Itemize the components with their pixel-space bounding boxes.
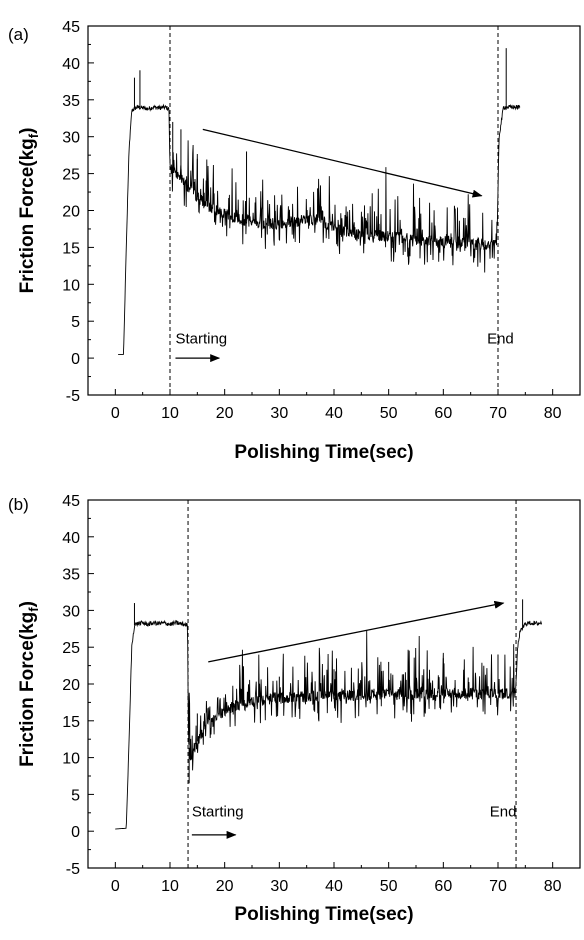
x-tick-label: 50 — [380, 878, 398, 895]
x-tick-label: 40 — [325, 878, 343, 895]
y-tick-label: 0 — [71, 824, 80, 841]
x-tick-label: 50 — [380, 405, 398, 422]
friction-force-trace — [115, 619, 543, 830]
y-axis-title-close: ) — [17, 601, 38, 607]
y-tick-label: 15 — [62, 714, 80, 731]
y-tick-label: 5 — [71, 787, 80, 804]
x-tick-label: 30 — [270, 405, 288, 422]
end-annotation: End — [487, 330, 514, 347]
x-tick-label: 40 — [325, 405, 343, 422]
y-tick-label: 35 — [62, 93, 80, 110]
y-tick-label: -5 — [66, 861, 80, 878]
y-tick-label: 45 — [62, 19, 80, 36]
trend-arrow — [208, 600, 505, 663]
end-annotation: End — [490, 803, 517, 820]
x-tick-label: 20 — [216, 878, 234, 895]
y-tick-label: 45 — [62, 493, 80, 510]
y-axis-title-main: Friction Force(kg — [17, 138, 38, 293]
friction-force-trace — [118, 103, 521, 355]
panel-a: -5 0 5 10 15 20 25 30 35 40 45 0 10 20 30 40 50 60 70 80 Pol… — [8, 19, 581, 463]
y-tick-label: -5 — [66, 388, 80, 405]
x-axis-title: Polishing Time(sec) — [234, 904, 413, 925]
y-tick-label: 40 — [62, 56, 80, 73]
y-axis-title-subscript: f — [26, 133, 41, 138]
x-tick-label: 10 — [161, 878, 179, 895]
starting-annotation: Starting — [192, 803, 244, 820]
y-tick-label: 25 — [62, 640, 80, 657]
x-tick-label: 10 — [161, 405, 179, 422]
y-tick-label: 10 — [62, 751, 80, 768]
y-axis-title: Friction Force(kgf) — [17, 601, 41, 767]
y-axis-title-subscript: f — [26, 607, 41, 612]
x-tick-label: 80 — [544, 878, 562, 895]
x-tick-label: 60 — [434, 878, 452, 895]
y-tick-label: 5 — [71, 314, 80, 331]
panel-label: (a) — [8, 25, 29, 44]
x-axis-title: Polishing Time(sec) — [234, 442, 413, 463]
trend-arrow — [202, 128, 483, 198]
y-tick-label: 20 — [62, 677, 80, 694]
y-tick-label: 10 — [62, 277, 80, 294]
x-tick-label: 0 — [111, 405, 120, 422]
y-tick-label: 30 — [62, 130, 80, 147]
y-tick-label: 15 — [62, 240, 80, 257]
y-tick-label: 20 — [62, 204, 80, 221]
x-tick-label: 70 — [489, 878, 507, 895]
y-tick-label: 40 — [62, 530, 80, 547]
y-tick-label: 25 — [62, 167, 80, 184]
y-tick-label: 35 — [62, 567, 80, 584]
x-tick-label: 60 — [434, 405, 452, 422]
y-axis-title-close: ) — [17, 128, 38, 134]
x-tick-label: 70 — [489, 405, 507, 422]
x-tick-label: 80 — [544, 405, 562, 422]
x-tick-label: 0 — [111, 878, 120, 895]
x-tick-label: 30 — [270, 878, 288, 895]
x-tick-label: 20 — [216, 405, 234, 422]
starting-annotation: Starting — [175, 330, 227, 347]
y-axis-title: Friction Force(kgf) — [17, 128, 41, 294]
y-tick-label: 0 — [71, 351, 80, 368]
panel-label: (b) — [8, 495, 29, 514]
y-axis-title-main: Friction Force(kg — [17, 612, 38, 767]
panel-b: -5 0 5 10 15 20 25 30 35 40 45 0 10 20 30 40 50 60 70 80 Pol… — [8, 493, 581, 925]
y-tick-label: 30 — [62, 603, 80, 620]
